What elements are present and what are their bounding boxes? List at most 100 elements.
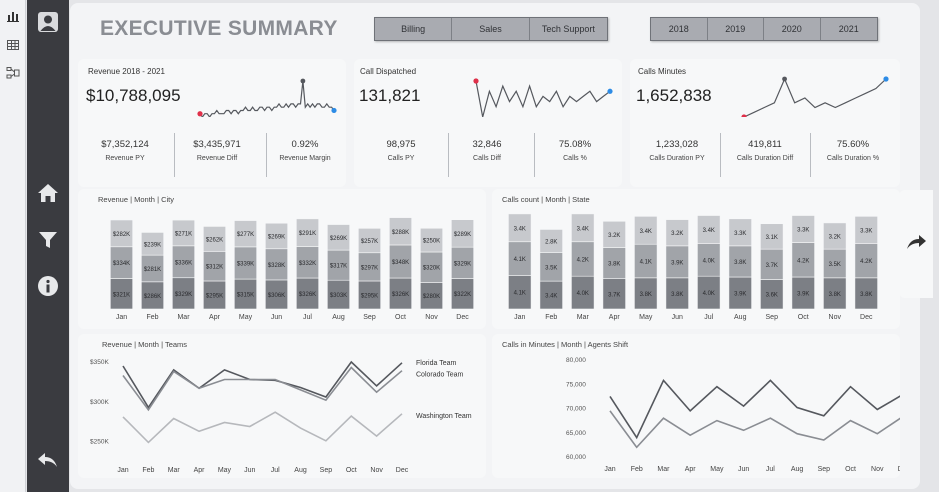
kpi-value: $10,788,095 xyxy=(86,86,181,105)
bar-data-label: 4.1K xyxy=(514,257,526,263)
bar-data-label: $306K xyxy=(268,293,285,299)
bar-data-label: $321K xyxy=(113,292,130,298)
x-tick-label: Nov xyxy=(829,314,842,321)
slicer-button-tech-support[interactable]: Tech Support xyxy=(529,18,608,40)
bar-segment[interactable] xyxy=(327,224,350,251)
kpi-sub-label: Revenue Diff xyxy=(196,155,238,162)
bar-data-label: $257K xyxy=(361,239,378,245)
kpi-sub-value: 0.92% xyxy=(291,139,319,150)
bar-data-label: 3.4K xyxy=(545,294,557,300)
kpi-card-revenue[interactable]: Revenue 2018 - 2021 $10,788,095 $7,352,1… xyxy=(78,59,346,187)
bar-data-label: $326K xyxy=(392,292,409,298)
series-line[interactable] xyxy=(609,410,900,449)
bar-data-label: $269K xyxy=(268,234,285,240)
report-view-icon[interactable] xyxy=(6,9,20,23)
bar-segment[interactable] xyxy=(265,222,288,250)
slicer-button-billing[interactable]: Billing xyxy=(375,18,453,40)
bar-segment[interactable] xyxy=(172,219,195,247)
x-tick-label: Oct xyxy=(346,467,357,474)
bar-data-label: $332K xyxy=(299,261,316,267)
revenue-teams-line-chart: $350K $300K $250K Florida Team Colorado Team… xyxy=(90,359,472,474)
sparkline-path xyxy=(475,80,611,117)
bar-segment[interactable] xyxy=(728,218,752,247)
sparkline-start-marker xyxy=(473,78,479,84)
bar-segment[interactable] xyxy=(854,216,878,244)
y-tick-label: 60,000 xyxy=(566,454,586,461)
kpi-value: 131,821 xyxy=(359,86,421,105)
bar-segment[interactable] xyxy=(508,213,532,243)
user-icon[interactable] xyxy=(34,8,62,36)
revenue-teams-chart-card[interactable]: Revenue | Month | Teams $350K $300K $250K F… xyxy=(78,334,486,478)
view-toolstrip xyxy=(0,0,26,492)
bar-segment[interactable] xyxy=(389,217,412,246)
sparkline-end-marker xyxy=(883,76,889,82)
chart-title: Calls count | Month | State xyxy=(502,195,590,204)
bar-segment[interactable] xyxy=(634,216,658,245)
bar-segment[interactable] xyxy=(602,220,626,248)
filter-icon[interactable] xyxy=(34,226,62,254)
bar-segment[interactable] xyxy=(141,232,164,256)
bar-data-label: 3.4K xyxy=(640,229,652,235)
sparkline-start-marker xyxy=(741,114,747,117)
info-icon[interactable] xyxy=(34,272,62,300)
bar-segment[interactable] xyxy=(358,228,381,254)
bar-data-label: 3.4K xyxy=(703,228,715,234)
bar-data-label: $288K xyxy=(392,230,409,236)
x-tick-label: Apr xyxy=(209,314,221,321)
next-page-button[interactable] xyxy=(899,190,933,298)
bar-data-label: 4.2K xyxy=(797,258,809,264)
x-tick-label: Mar xyxy=(168,467,181,474)
slicer-button-2020[interactable]: 2020 xyxy=(764,18,821,40)
series-line[interactable] xyxy=(122,411,403,444)
bar-data-label: $262K xyxy=(206,237,223,243)
bar-data-label: 3.2K xyxy=(608,233,620,239)
bar-segment[interactable] xyxy=(539,229,563,253)
bar-segment[interactable] xyxy=(296,218,319,247)
bar-data-label: 3.4K xyxy=(514,226,526,232)
calls-state-chart-card[interactable]: Calls count | Month | State 4.1K 4.1K 3.4K… xyxy=(492,189,900,329)
divider xyxy=(720,133,721,177)
kpi-card-calls-dispatched[interactable]: Call Dispatched 131,821 98,975 Calls PY … xyxy=(354,59,622,187)
slicer-button-sales[interactable]: Sales xyxy=(452,18,530,40)
bar-segment[interactable] xyxy=(234,220,257,248)
home-icon[interactable] xyxy=(34,179,62,207)
sparkline-peak-marker xyxy=(300,78,306,84)
bar-segment[interactable] xyxy=(110,219,133,248)
model-view-icon[interactable] xyxy=(6,66,20,80)
x-tick-label: Jan xyxy=(604,466,615,473)
x-tick-label: Sep xyxy=(320,467,333,474)
slicer-button-2021[interactable]: 2021 xyxy=(820,18,877,40)
y-tick-label: $300K xyxy=(90,399,109,406)
bar-segment[interactable] xyxy=(791,215,815,243)
slicer-button-2019[interactable]: 2019 xyxy=(707,18,764,40)
bar-data-label: 4.0K xyxy=(703,258,715,264)
x-tick-label: Jun xyxy=(244,467,255,474)
bar-data-label: $295K xyxy=(206,293,223,299)
slicer-button-2018[interactable]: 2018 xyxy=(651,18,708,40)
bar-data-label: 3.2K xyxy=(829,235,841,241)
bar-segment[interactable] xyxy=(451,219,474,248)
bar-data-label: 4.0K xyxy=(703,291,715,297)
bar-segment[interactable] xyxy=(420,227,443,253)
table-view-icon[interactable] xyxy=(6,38,20,52)
bar-data-label: 3.4K xyxy=(577,226,589,232)
bar-segment[interactable] xyxy=(203,226,226,252)
revenue-city-chart-card[interactable]: Revenue | Month | City $321K $334K $282K Ja… xyxy=(78,189,486,329)
sparkline-end-marker xyxy=(331,107,337,114)
x-tick-label: Aug xyxy=(332,314,345,321)
bar-segment[interactable] xyxy=(571,213,595,243)
kpi-card-calls-minutes[interactable]: Calls Minutes 1,652,838 1,233,028 Calls … xyxy=(630,59,900,187)
series-line[interactable] xyxy=(609,378,900,440)
sparkline-start-marker xyxy=(197,111,203,117)
bar-segment[interactable] xyxy=(697,215,721,244)
series-line[interactable] xyxy=(122,366,403,412)
y-tick-label: 75,000 xyxy=(566,381,586,388)
x-tick-label: Dec xyxy=(898,466,900,473)
bar-segment[interactable] xyxy=(760,223,784,250)
calls-shift-chart-card[interactable]: Calls in Minutes | Month | Agents Shift … xyxy=(492,334,900,478)
bar-segment[interactable] xyxy=(823,222,847,250)
kpi-sparkline xyxy=(741,76,889,117)
bar-segment[interactable] xyxy=(665,219,689,247)
back-icon[interactable] xyxy=(34,446,62,474)
y-tick-label: 80,000 xyxy=(566,357,586,364)
